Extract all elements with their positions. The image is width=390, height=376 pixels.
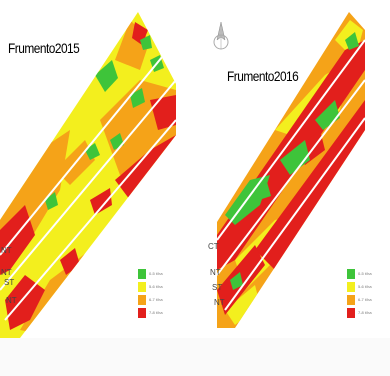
legend-swatch [138,294,146,305]
legend-swatch [347,268,355,279]
field-map-2016 [217,12,365,328]
row-label: NT [1,246,12,255]
map-title-2016: Frumento2016 [227,68,299,84]
legend-item: 7-8 t/ha [347,306,372,319]
legend-label: 7-8 t/ha [358,310,372,315]
legend-item: 7-8 t/ha [138,306,163,319]
row-label: ST [4,278,15,287]
legend-label: 5-6 t/ha [149,284,163,289]
legend-swatch [138,307,146,318]
row-label: NT [210,268,221,277]
map-title-2015: Frumento2015 [8,40,80,56]
legend-swatch [138,281,146,292]
legend-item: 0-5 t/ha [347,267,372,280]
row-label: NT [214,298,225,307]
field-map-2015 [0,12,176,338]
legend-item: 5-6 t/ha [138,280,163,293]
legend-label: 0-5 t/ha [358,271,372,276]
row-label: CT [208,242,219,251]
legend-label: 6-7 t/ha [358,297,372,302]
legend-item: 6-7 t/ha [138,293,163,306]
legend-label: 6-7 t/ha [149,297,163,302]
compass-icon [213,22,229,50]
legend-label: 0-5 t/ha [149,271,163,276]
legend-2016: 0-5 t/ha 5-6 t/ha 6-7 t/ha 7-8 t/ha [347,267,372,319]
legend-swatch [347,281,355,292]
legend-item: 6-7 t/ha [347,293,372,306]
bottom-margin [0,338,390,376]
legend-swatch [347,307,355,318]
legend-swatch [347,294,355,305]
row-label: ST [212,283,223,292]
legend-label: 5-6 t/ha [358,284,372,289]
yield-map-2016: Frumento2016 0-5 t/ha 5-6 t/ha 6-7 t/ha … [195,0,390,376]
legend-label: 7-8 t/ha [149,310,163,315]
legend-item: 0-5 t/ha [138,267,163,280]
legend-2015: 0-5 t/ha 5-6 t/ha 6-7 t/ha 7-8 t/ha [138,267,163,319]
row-label: NT [6,296,17,305]
legend-item: 5-6 t/ha [347,280,372,293]
legend-swatch [138,268,146,279]
yield-map-2015: Frumento2015 0-5 t/ha 5-6 t/ha 6-7 t/ha … [0,12,176,338]
row-label: NT [1,268,12,277]
